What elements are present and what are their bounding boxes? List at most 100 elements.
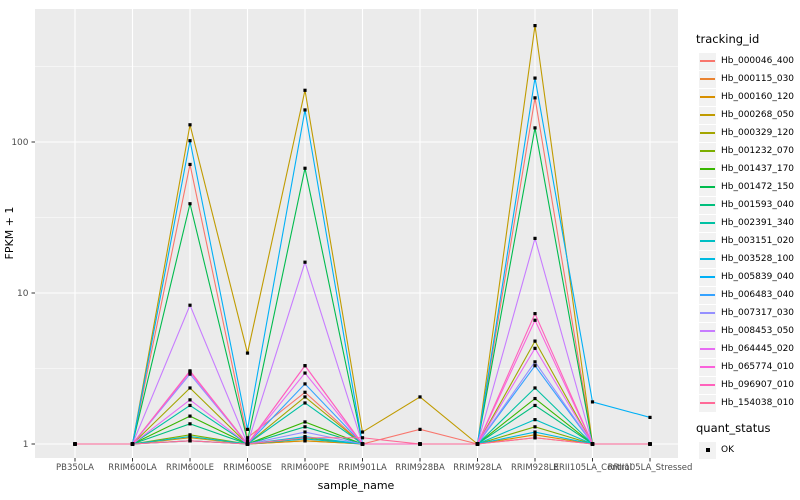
legend-key bbox=[699, 394, 716, 412]
legend-entry-label: Hb_006483_040 bbox=[721, 290, 795, 300]
x-tick-label: RRIM600LE bbox=[166, 463, 214, 473]
data-point bbox=[130, 442, 135, 446]
data-point bbox=[533, 24, 537, 28]
legend-entry: Hb_000160_120 bbox=[686, 88, 800, 106]
legend-entry-label: Hb_001593_040 bbox=[721, 200, 795, 210]
line-swatch-icon bbox=[700, 60, 715, 62]
legend-entry: Hb_008453_050 bbox=[686, 322, 800, 340]
legend-key bbox=[699, 376, 716, 394]
legend-entry-label: Hb_000268_050 bbox=[721, 110, 795, 120]
legend-entry-label: Hb_003151_020 bbox=[721, 236, 795, 246]
data-point bbox=[303, 395, 307, 399]
legend-entry-label: Hb_008453_050 bbox=[721, 326, 795, 336]
legend-key bbox=[699, 106, 716, 124]
plot-panel bbox=[35, 9, 678, 458]
square-point-icon bbox=[705, 448, 710, 452]
data-point bbox=[188, 422, 192, 426]
legend-key bbox=[699, 160, 716, 178]
legend-entry-label: Hb_002391_340 bbox=[721, 218, 795, 228]
legend-title-tracking-id: tracking_id bbox=[696, 32, 760, 46]
data-point bbox=[360, 430, 365, 434]
legend-key bbox=[699, 286, 716, 304]
line-swatch-icon bbox=[700, 78, 715, 80]
legend-entry: Hb_001593_040 bbox=[686, 196, 800, 214]
data-point bbox=[188, 139, 192, 143]
legend-entry-label: Hb_000160_120 bbox=[721, 92, 795, 102]
legend-entry: Hb_000115_030 bbox=[686, 70, 800, 88]
legend-entry: Hb_002391_340 bbox=[686, 214, 800, 232]
line-swatch-icon bbox=[700, 402, 715, 404]
legend-key bbox=[699, 70, 716, 88]
line-swatch-icon bbox=[700, 330, 715, 332]
data-point bbox=[533, 236, 537, 240]
data-point bbox=[303, 371, 307, 375]
legend-key bbox=[699, 250, 716, 268]
data-point bbox=[303, 420, 307, 424]
data-point bbox=[533, 312, 537, 316]
data-point bbox=[303, 382, 307, 386]
line-swatch-icon bbox=[700, 366, 715, 368]
y-tick-label: 10 bbox=[17, 289, 29, 299]
line-swatch-icon bbox=[700, 312, 715, 314]
legend-entry-label: Hb_007317_030 bbox=[721, 308, 795, 318]
line-swatch-icon bbox=[700, 186, 715, 188]
legend-entry: Hb_154038_010 bbox=[686, 394, 800, 412]
legend-title-quant-status: quant_status bbox=[696, 421, 771, 435]
data-point bbox=[245, 436, 250, 440]
data-point bbox=[533, 76, 537, 80]
data-point bbox=[648, 415, 652, 420]
line-swatch-icon bbox=[700, 294, 715, 296]
legend-entry: Hb_000329_120 bbox=[686, 124, 800, 142]
legend-entry-label: Hb_003528_100 bbox=[721, 254, 795, 264]
y-axis-title: FPKM + 1 bbox=[3, 207, 16, 260]
legend-entry-label: Hb_001437_170 bbox=[721, 164, 795, 174]
data-point bbox=[533, 346, 537, 350]
data-point bbox=[188, 403, 192, 408]
x-axis-title: sample_name bbox=[318, 479, 395, 492]
data-point bbox=[533, 430, 537, 434]
data-point bbox=[188, 386, 192, 390]
data-point bbox=[533, 436, 537, 440]
data-point bbox=[303, 390, 307, 394]
legend-entry-quant-ok: OK bbox=[686, 441, 800, 459]
legend-key bbox=[699, 232, 716, 250]
line-swatch-icon bbox=[700, 258, 715, 260]
data-point bbox=[245, 442, 250, 446]
data-point bbox=[303, 88, 307, 92]
data-point bbox=[188, 414, 192, 418]
data-point bbox=[533, 433, 537, 437]
x-tick-label: RRIM600LA bbox=[108, 463, 157, 473]
data-point bbox=[303, 436, 307, 440]
data-point bbox=[245, 439, 250, 443]
legend-entry: Hb_007317_030 bbox=[686, 304, 800, 322]
legend-key bbox=[699, 441, 716, 459]
line-swatch-icon bbox=[700, 348, 715, 350]
x-tick-label: RRIM928LE bbox=[511, 463, 559, 473]
line-swatch-icon bbox=[700, 240, 715, 242]
line-swatch-icon bbox=[700, 276, 715, 278]
data-point bbox=[418, 395, 422, 399]
data-point bbox=[533, 425, 537, 429]
x-tick-label: RRII105LA_Control bbox=[553, 463, 632, 473]
data-point bbox=[533, 418, 537, 422]
data-point bbox=[188, 303, 192, 307]
legend-entry-label: Hb_000115_030 bbox=[721, 74, 795, 84]
legend-entry: Hb_096907_010 bbox=[686, 376, 800, 394]
data-point bbox=[188, 372, 192, 376]
y-tick-label: 100 bbox=[11, 138, 28, 148]
legend-key bbox=[699, 322, 716, 340]
data-point bbox=[533, 396, 537, 401]
chart-layer: PB350LA RRIM600LA RRIM600LE RRIM600SE RRIM60… bbox=[11, 9, 692, 473]
x-tick-label: RRIM928LA bbox=[453, 463, 502, 473]
line-swatch-icon bbox=[700, 384, 715, 386]
legend-entry: Hb_065774_010 bbox=[686, 358, 800, 376]
x-tick-label: RRIM928BA bbox=[395, 463, 445, 473]
legend-entry: Hb_003151_020 bbox=[686, 232, 800, 250]
data-point bbox=[360, 442, 365, 446]
legend-entry-label: Hb_001472_150 bbox=[721, 182, 795, 192]
data-point bbox=[533, 96, 537, 100]
data-point bbox=[245, 427, 250, 431]
data-point bbox=[533, 126, 537, 130]
data-point bbox=[188, 369, 192, 373]
